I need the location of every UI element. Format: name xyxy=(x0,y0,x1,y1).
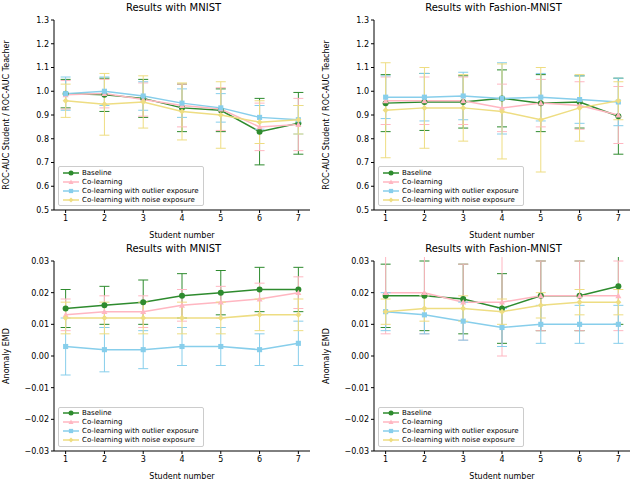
svg-text:Student number: Student number xyxy=(469,472,535,481)
html-text:Baseline: Baseline xyxy=(82,409,112,417)
svg-text:0.01: 0.01 xyxy=(31,320,49,329)
html-text:Co-learning with outlier expos: Co-learning with outlier exposure xyxy=(82,186,199,195)
html-text:Co-learning with outlier expos: Co-learning with outlier exposure xyxy=(82,427,199,435)
svg-text:Anomaly EMD: Anomaly EMD xyxy=(322,328,331,384)
svg-text:7: 7 xyxy=(616,214,621,223)
svg-text:2: 2 xyxy=(102,454,107,463)
svg-text:3: 3 xyxy=(461,454,466,463)
svg-text:0.5: 0.5 xyxy=(356,206,369,215)
svg-text:2: 2 xyxy=(102,214,107,223)
svg-text:Anomaly EMD: Anomaly EMD xyxy=(8,328,11,384)
svg-text:1: 1 xyxy=(63,454,68,463)
svg-text:6: 6 xyxy=(257,454,262,463)
html-text:Co-learning with noise exposur: Co-learning with noise exposure xyxy=(82,436,195,444)
svg-text:3: 3 xyxy=(141,214,146,223)
svg-text:0.03: 0.03 xyxy=(351,257,369,266)
html-text:Co-learning with outlier expos: Co-learning with outlier exposure xyxy=(402,186,519,195)
svg-text:6: 6 xyxy=(577,214,582,223)
html-text:Co-learning: Co-learning xyxy=(402,418,443,426)
svg-text:−0.01: −0.01 xyxy=(24,383,49,392)
svg-text:4: 4 xyxy=(179,214,184,223)
svg-text:Student number: Student number xyxy=(469,231,535,240)
svg-text:1.3: 1.3 xyxy=(356,16,369,25)
html-text:Results with MNIST: Results with MNIST xyxy=(125,2,222,13)
svg-text:−0.02: −0.02 xyxy=(344,415,369,424)
html-text:Co-learning with noise exposur: Co-learning with noise exposure xyxy=(402,195,515,204)
svg-text:1.1: 1.1 xyxy=(356,63,369,72)
svg-text:2: 2 xyxy=(422,454,427,463)
svg-text:1.0: 1.0 xyxy=(356,87,369,96)
svg-text:0.7: 0.7 xyxy=(36,158,49,167)
svg-text:1.1: 1.1 xyxy=(36,63,49,72)
svg-text:1.2: 1.2 xyxy=(36,40,49,49)
svg-text:4: 4 xyxy=(179,454,184,463)
svg-text:3: 3 xyxy=(461,214,466,223)
svg-text:0.9: 0.9 xyxy=(356,111,369,120)
svg-text:0.03: 0.03 xyxy=(31,257,49,266)
html-text:Co-learning: Co-learning xyxy=(82,418,123,426)
svg-text:0.6: 0.6 xyxy=(356,182,369,191)
svg-text:4: 4 xyxy=(499,214,504,223)
svg-text:5: 5 xyxy=(538,214,543,223)
svg-text:1.2: 1.2 xyxy=(356,40,369,49)
svg-text:0.00: 0.00 xyxy=(351,351,369,360)
svg-text:5: 5 xyxy=(218,214,223,223)
svg-text:1: 1 xyxy=(63,214,68,223)
svg-text:0.6: 0.6 xyxy=(36,182,49,191)
svg-text:0.02: 0.02 xyxy=(31,288,49,297)
svg-text:1.3: 1.3 xyxy=(36,16,49,25)
svg-text:6: 6 xyxy=(577,454,582,463)
html-text:Co-learning with outlier expos: Co-learning with outlier exposure xyxy=(402,427,519,435)
svg-text:1: 1 xyxy=(383,214,388,223)
svg-text:Student number: Student number xyxy=(149,472,215,481)
svg-text:4: 4 xyxy=(499,454,504,463)
svg-text:5: 5 xyxy=(538,454,543,463)
html-text:Baseline: Baseline xyxy=(82,168,112,177)
svg-text:0.02: 0.02 xyxy=(351,288,369,297)
svg-text:ROC-AUC Student / ROC-AUC Teac: ROC-AUC Student / ROC-AUC Teacher xyxy=(322,40,331,190)
svg-text:−0.03: −0.03 xyxy=(344,446,369,455)
svg-text:0.00: 0.00 xyxy=(31,351,49,360)
html-text:Baseline: Baseline xyxy=(402,168,432,177)
svg-text:3: 3 xyxy=(141,454,146,463)
svg-text:0.7: 0.7 xyxy=(356,158,369,167)
svg-text:7: 7 xyxy=(616,454,621,463)
html-text:Co-learning with noise exposur: Co-learning with noise exposure xyxy=(82,195,195,204)
html-text:Results with Fashion-MNIST: Results with Fashion-MNIST xyxy=(425,2,562,13)
svg-text:−0.03: −0.03 xyxy=(24,446,49,455)
svg-text:7: 7 xyxy=(296,214,301,223)
svg-text:6: 6 xyxy=(257,214,262,223)
html-text:Results with Fashion-MNIST: Results with Fashion-MNIST xyxy=(425,242,562,254)
svg-text:−0.01: −0.01 xyxy=(344,383,369,392)
svg-text:0.8: 0.8 xyxy=(36,135,49,144)
svg-text:0.01: 0.01 xyxy=(351,320,369,329)
svg-text:1: 1 xyxy=(383,454,388,463)
html-text:Results with MNIST: Results with MNIST xyxy=(125,242,222,254)
svg-text:5: 5 xyxy=(218,454,223,463)
html-text:Co-learning: Co-learning xyxy=(82,177,123,186)
svg-text:0.5: 0.5 xyxy=(36,206,49,215)
svg-text:ROC-AUC Student / ROC-AUC Teac: ROC-AUC Student / ROC-AUC Teacher xyxy=(8,40,11,190)
svg-text:0.8: 0.8 xyxy=(356,135,369,144)
svg-text:2: 2 xyxy=(422,214,427,223)
html-text:Co-learning with noise exposur: Co-learning with noise exposure xyxy=(402,436,515,444)
html-text:Co-learning: Co-learning xyxy=(402,177,443,186)
svg-text:1.0: 1.0 xyxy=(36,87,49,96)
svg-text:0.9: 0.9 xyxy=(36,111,49,120)
svg-text:−0.02: −0.02 xyxy=(24,415,49,424)
svg-text:Student number: Student number xyxy=(149,231,215,240)
svg-text:7: 7 xyxy=(296,454,301,463)
html-text:Baseline: Baseline xyxy=(402,409,432,417)
